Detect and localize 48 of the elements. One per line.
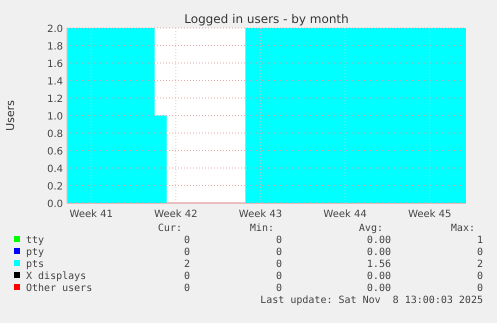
x-tick-label: Week 42 bbox=[154, 209, 198, 220]
y-axis-title: Users bbox=[4, 100, 17, 131]
text: Cur: bbox=[158, 223, 182, 234]
text: 0.00 bbox=[366, 247, 391, 258]
y-tick-label: 1.0 bbox=[47, 112, 63, 122]
text: 0 bbox=[276, 247, 282, 258]
x-tick-label: Week 43 bbox=[238, 209, 282, 220]
text: 0 bbox=[476, 247, 483, 258]
text: 0 bbox=[276, 271, 282, 282]
y-tick-label: 0.4 bbox=[47, 164, 63, 175]
legend-label: Other users bbox=[26, 283, 92, 294]
y-tick-label: 1.2 bbox=[47, 94, 63, 105]
legend-label: tty bbox=[26, 235, 44, 246]
x-tick-label: Week 44 bbox=[323, 209, 367, 220]
y-tick-label: 2.0 bbox=[47, 24, 63, 35]
x-tick-label: Week 41 bbox=[70, 209, 113, 220]
text: 2 bbox=[476, 259, 483, 270]
text: 0 bbox=[476, 271, 483, 282]
chart-title: Logged in users - by month bbox=[184, 12, 349, 26]
x-tick-label: Week 45 bbox=[408, 209, 452, 220]
legend-label: pts bbox=[26, 259, 44, 270]
y-tick-label: 0.2 bbox=[47, 182, 63, 192]
legend-label: X displays bbox=[26, 271, 86, 282]
y-tick-label: 1.8 bbox=[47, 42, 63, 52]
text: 0.00 bbox=[366, 235, 391, 246]
y-tick-label: 0.0 bbox=[47, 199, 63, 210]
text: Max: bbox=[450, 223, 475, 234]
y-tick-label: 0.8 bbox=[47, 129, 63, 140]
text: 0 bbox=[184, 247, 190, 258]
y-tick-label: 1.4 bbox=[47, 76, 63, 88]
text: Last update: Sat Nov 8 13:00:03 2025 bbox=[260, 295, 483, 306]
text: 1.56 bbox=[366, 259, 391, 270]
text: 0 bbox=[184, 271, 190, 282]
y-tick-label: 1.6 bbox=[47, 59, 63, 70]
text: 0 bbox=[184, 283, 190, 294]
text: 0 bbox=[276, 283, 282, 294]
text: 1 bbox=[476, 235, 483, 246]
text: 0.00 bbox=[366, 271, 391, 282]
text: 0 bbox=[184, 235, 190, 246]
y-tick-label: 0.6 bbox=[47, 146, 63, 158]
text: 0.00 bbox=[366, 283, 391, 294]
text: 0 bbox=[476, 283, 483, 294]
text: 0 bbox=[276, 259, 282, 270]
legend-label: pty bbox=[26, 247, 44, 258]
text: Min: bbox=[250, 223, 274, 234]
text: 2 bbox=[184, 259, 190, 270]
text: 0 bbox=[276, 235, 282, 246]
text: Avg: bbox=[358, 223, 383, 234]
